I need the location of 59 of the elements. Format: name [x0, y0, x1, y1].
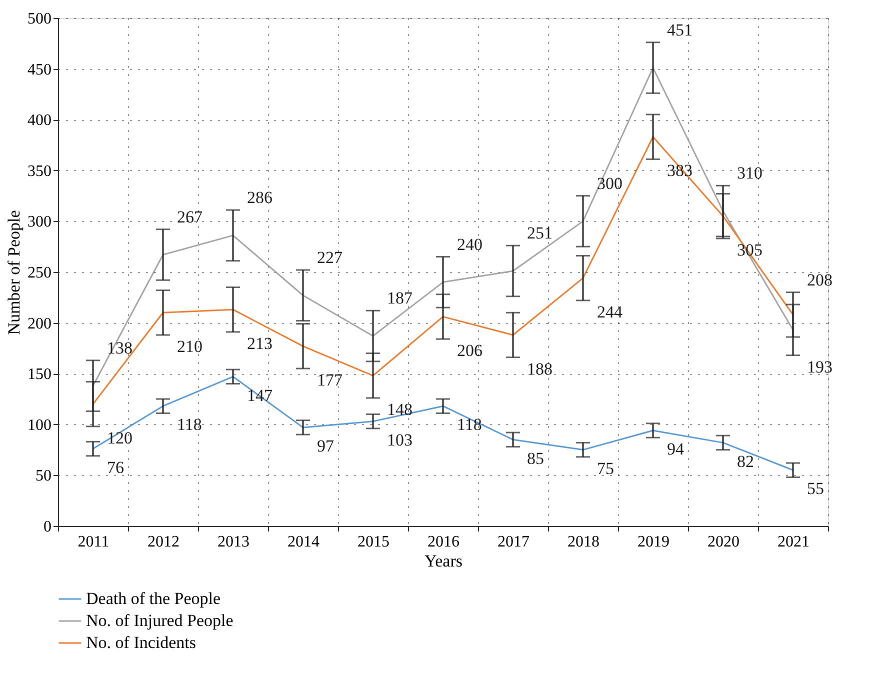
x-tick-label: 2016 [428, 534, 460, 550]
data-label: 210 [177, 336, 202, 356]
data-label: 94 [667, 440, 684, 459]
data-label: 103 [387, 430, 412, 450]
y-tick-label: 0 [44, 518, 52, 536]
data-label: 451 [667, 20, 692, 40]
data-label: 120 [107, 428, 132, 448]
data-label: 267 [177, 207, 203, 226]
y-tick-label: 50 [36, 468, 52, 485]
data-label: 85 [527, 448, 544, 468]
line-series [92, 67, 794, 387]
y-axis-title: Number of People [4, 210, 24, 335]
data-label: 227 [317, 248, 343, 267]
data-label: 206 [457, 341, 482, 360]
y-tick-label: 300 [28, 214, 52, 231]
data-label: 55 [807, 479, 824, 498]
legend-label: No. of Injured People [86, 611, 234, 630]
y-tick-label: 100 [28, 416, 52, 434]
data-label: 138 [107, 338, 132, 358]
x-tick-label: 2012 [148, 534, 180, 550]
x-tick-label: 2020 [708, 534, 740, 550]
x-tick-label: 2015 [358, 534, 390, 550]
data-label: 286 [247, 188, 272, 208]
legend-label: Death of the People [86, 589, 221, 608]
data-label: 193 [807, 357, 832, 376]
data-label: 251 [527, 224, 552, 243]
legend-label: No. of Incidents [86, 633, 196, 652]
y-tick-label: 150 [28, 366, 52, 384]
x-tick-label: 2021 [778, 534, 810, 550]
x-axis-title: Years [424, 552, 462, 570]
data-label: 76 [107, 458, 124, 477]
y-tick-label: 250 [28, 264, 52, 282]
data-label: 244 [597, 302, 623, 322]
data-label: 188 [527, 359, 552, 378]
data-label: 118 [457, 415, 482, 434]
y-tick-label: 450 [28, 61, 52, 78]
y-tick-label: 400 [28, 112, 52, 130]
x-tick-label: 2017 [498, 534, 530, 550]
data-label: 177 [317, 370, 343, 390]
x-tick-label: 2019 [638, 534, 670, 550]
y-tick-label: 500 [28, 10, 52, 28]
y-tick-label: 200 [28, 315, 52, 332]
data-label: 148 [387, 400, 412, 419]
data-label: 240 [457, 234, 482, 254]
data-label: 82 [737, 452, 754, 471]
x-tick-label: 2018 [568, 534, 600, 550]
x-tick-label: 2013 [218, 534, 250, 550]
line-series [92, 136, 794, 405]
data-label: 75 [597, 458, 614, 478]
data-label: 118 [177, 415, 202, 434]
x-tick-label: 2014 [288, 534, 320, 550]
x-tick-label: 2011 [78, 534, 110, 550]
data-label: 213 [247, 334, 272, 353]
data-label: 300 [597, 174, 622, 193]
data-label: 97 [317, 436, 334, 456]
data-label: 187 [387, 288, 413, 308]
data-label: 310 [737, 164, 762, 183]
y-tick-label: 350 [28, 162, 52, 180]
data-label: 208 [807, 270, 832, 290]
